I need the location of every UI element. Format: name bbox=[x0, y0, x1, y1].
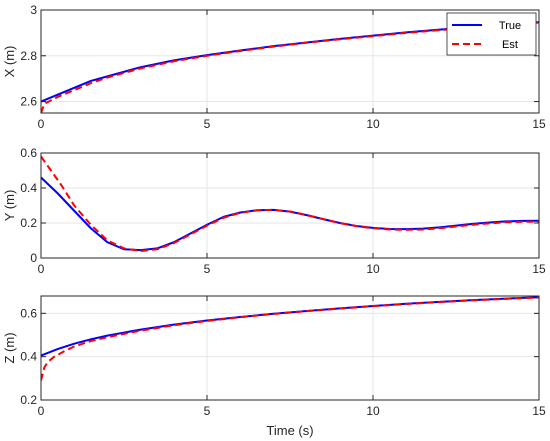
y-axis-label: Z (m) bbox=[2, 332, 17, 363]
x-tick-label: 0 bbox=[38, 404, 45, 418]
x-tick-label: 10 bbox=[366, 117, 380, 131]
x-axis-label: Time (s) bbox=[266, 423, 313, 438]
x-tick-label: 15 bbox=[532, 117, 546, 131]
x-tick-label: 0 bbox=[38, 262, 45, 276]
x-tick-label: 15 bbox=[532, 404, 546, 418]
panel-z: 0 5 10 15 0.2 0.4 0.6Z (m) bbox=[2, 295, 546, 418]
x-tick-label: 10 bbox=[366, 404, 380, 418]
y-tick-label: 0.6 bbox=[20, 146, 37, 160]
axes-box bbox=[40, 152, 540, 259]
y-tick-label: 0 bbox=[30, 251, 37, 265]
panel-x: 0 5 10 15 2.6 2.8 3 X (m) bbox=[2, 3, 546, 131]
y-axis-label: X (m) bbox=[2, 46, 17, 78]
y-tick-label: 2.6 bbox=[20, 95, 37, 109]
x-tick-label: 10 bbox=[366, 262, 380, 276]
x-tick-label: 5 bbox=[204, 404, 211, 418]
x-tick-label: 5 bbox=[204, 262, 211, 276]
y-tick-label: 2.8 bbox=[20, 49, 37, 63]
axes-box bbox=[40, 9, 540, 114]
series-line-est bbox=[41, 21, 539, 113]
series-line-est bbox=[41, 296, 539, 381]
y-tick-label: 0.2 bbox=[20, 216, 37, 230]
y-tick-label: 3 bbox=[30, 3, 37, 17]
y-tick-label: 0.4 bbox=[20, 181, 37, 195]
x-tick-label: 0 bbox=[38, 117, 45, 131]
legend: True Est bbox=[446, 12, 537, 56]
legend-box bbox=[446, 12, 537, 56]
y-axis-label: Y (m) bbox=[2, 190, 17, 222]
legend-label-true: True bbox=[499, 20, 521, 32]
panel-y: 0 5 10 15 0 0.2 0.4 0.6 Y (m) bbox=[2, 146, 546, 276]
legend-label-est: Est bbox=[502, 39, 518, 51]
y-tick-label: 0.4 bbox=[20, 350, 37, 364]
axes-box bbox=[40, 295, 540, 401]
series-line-est bbox=[41, 155, 539, 252]
y-tick-label: 0.2 bbox=[20, 393, 37, 407]
y-tick-label: 0.6 bbox=[20, 306, 37, 320]
x-tick-label: 15 bbox=[532, 262, 546, 276]
x-tick-label: 5 bbox=[204, 117, 211, 131]
